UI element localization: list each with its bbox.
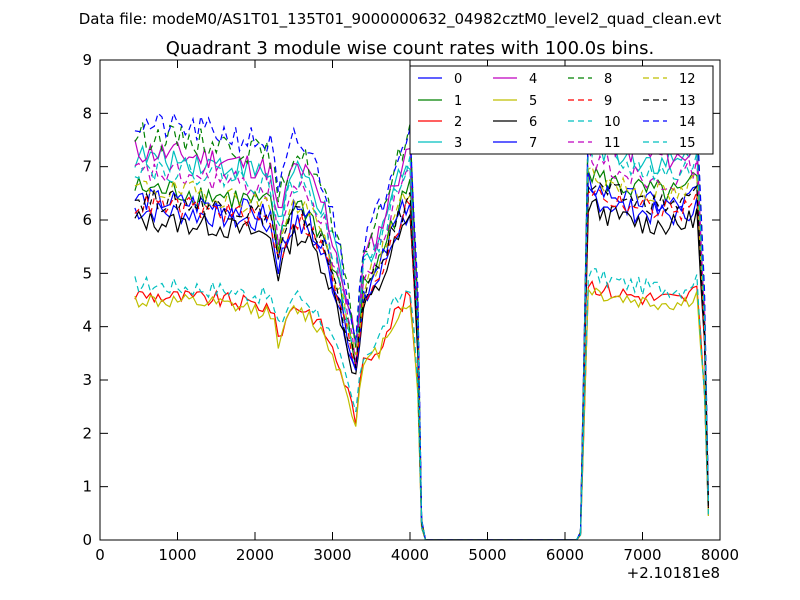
x-tick-label: 1000 [158, 546, 196, 564]
x-tick-label: 3000 [313, 546, 351, 564]
series-line-1 [134, 166, 709, 540]
legend-label-3: 3 [454, 136, 462, 151]
y-tick-label: 3 [82, 371, 92, 389]
legend-label-7: 7 [529, 136, 537, 151]
y-tick-label: 7 [82, 158, 92, 176]
legend-label-4: 4 [529, 72, 537, 87]
x-tick-label: 7000 [623, 546, 661, 564]
series-line-8 [134, 110, 709, 540]
y-tick-label: 1 [82, 478, 92, 496]
axis-ticks: 0 1000 2000 3000 4000 5000 6000 7000 80000123456… [82, 51, 739, 564]
x-tick-label: 0 [95, 546, 105, 564]
y-tick-label: 8 [82, 104, 92, 122]
y-tick-label: 0 [82, 531, 92, 549]
legend-label-10: 10 [604, 115, 621, 130]
legend-label-11: 11 [604, 136, 621, 151]
legend-box [409, 65, 714, 155]
series-line-10 [134, 268, 709, 540]
series-line-4 [134, 125, 709, 540]
y-tick-label: 2 [82, 424, 92, 442]
legend-label-13: 13 [679, 94, 696, 109]
x-tick-label: 4000 [391, 546, 429, 564]
x-tick-label: 5000 [468, 546, 506, 564]
y-tick-label: 4 [82, 318, 92, 336]
legend-label-12: 12 [679, 72, 696, 87]
y-tick-label: 6 [82, 211, 92, 229]
legend-label-9: 9 [604, 94, 612, 109]
legend-label-5: 5 [529, 94, 537, 109]
chart-title: Quadrant 3 module wise count rates with … [166, 38, 655, 59]
series-line-3 [134, 124, 709, 540]
series-group [134, 96, 709, 540]
legend-label-0: 0 [454, 72, 462, 87]
x-offset-label: +2.10181e8 [627, 564, 720, 582]
legend-label-8: 8 [604, 72, 612, 87]
data-file-subtitle: Data file: modeM0/AS1T01_135T01_90000006… [79, 10, 722, 29]
y-tick-label: 5 [82, 264, 92, 282]
x-tick-label: 6000 [546, 546, 584, 564]
legend-label-15: 15 [679, 136, 696, 151]
legend-label-1: 1 [454, 94, 462, 109]
x-tick-label: 8000 [701, 546, 739, 564]
series-line-12 [134, 165, 709, 540]
series-line-15 [134, 139, 709, 540]
y-tick-label: 9 [82, 51, 92, 69]
legend-label-2: 2 [454, 115, 462, 130]
legend-label-6: 6 [529, 115, 537, 130]
legend-label-14: 14 [679, 115, 696, 130]
x-tick-label: 2000 [236, 546, 274, 564]
